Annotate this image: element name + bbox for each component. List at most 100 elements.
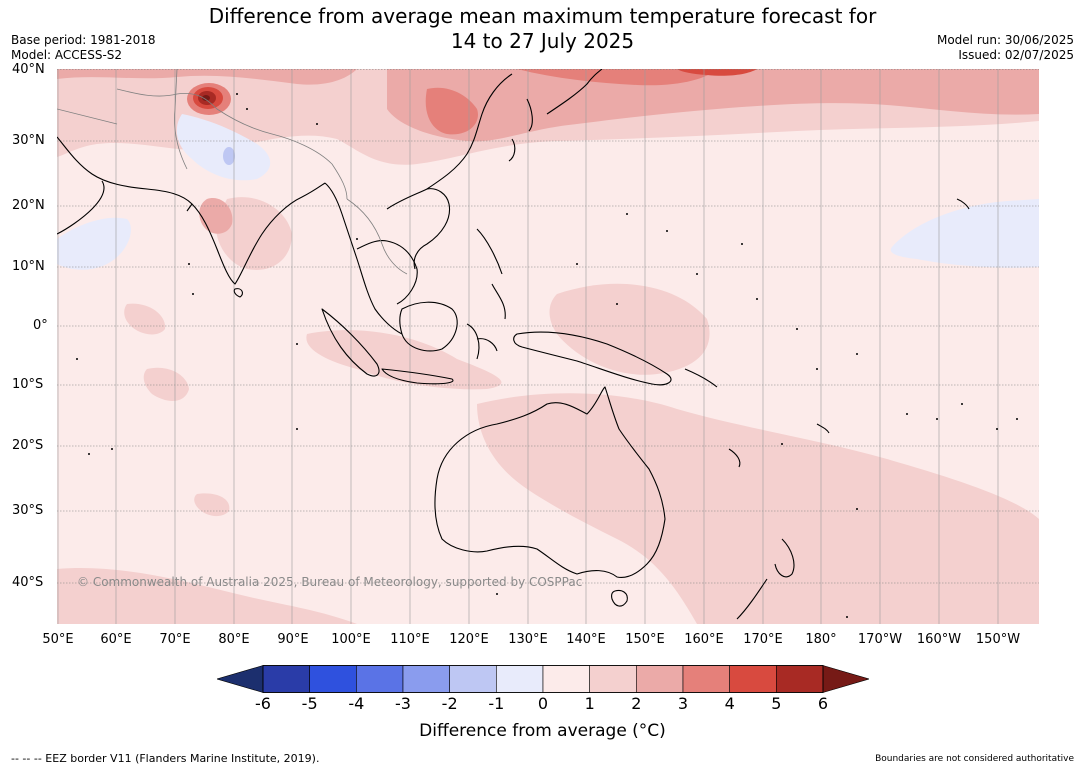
coast-australia <box>434 386 666 578</box>
coast-myanmar-malaysia <box>324 182 403 335</box>
colorbar-tick-label: -6 <box>255 694 271 713</box>
lat-label-40s: 40°S <box>12 575 44 590</box>
lon-label-150w: 150°W <box>975 632 1021 647</box>
border-iran <box>57 108 118 125</box>
anomaly-north-3-4 <box>517 69 717 86</box>
colorbar-cell <box>776 665 824 693</box>
colorbar-tick-label: -2 <box>441 694 458 713</box>
coast-new-zealand <box>736 538 795 620</box>
copyright-notice: © Commonwealth of Australia 2025, Bureau… <box>77 575 583 589</box>
colorbar-cell <box>262 665 310 693</box>
meta-right: Model run: 30/06/2025 Issued: 02/07/2025 <box>937 33 1074 63</box>
coast-borneo <box>399 301 458 352</box>
lon-label-170w: 170°W <box>857 632 903 647</box>
colorbar-tick-label: 2 <box>631 694 642 713</box>
anomaly-indonesia-1-2 <box>306 330 502 390</box>
lat-label-10n: 10°N <box>12 259 45 274</box>
anomaly-cool-pacific <box>890 199 1039 268</box>
base-period: Base period: 1981-2018 <box>11 33 156 47</box>
colorbar-cell <box>682 665 730 693</box>
model-run: Model run: 30/06/2025 <box>936 33 1074 47</box>
coast-taiwan <box>508 138 516 162</box>
title-line-2: 14 to 27 July 2025 <box>450 29 635 53</box>
anomaly-australia-1-2 <box>477 393 1039 624</box>
coast-sri-lanka <box>233 288 244 298</box>
lon-label-110e: 110°E <box>390 632 430 647</box>
colorbar-cell <box>542 665 590 693</box>
coast-thailand <box>356 240 418 305</box>
anomaly-north-4-5 <box>677 69 757 76</box>
colorbar-cell <box>449 665 497 693</box>
coast-new-guinea <box>513 331 672 386</box>
lon-label-160e: 160°E <box>684 632 724 647</box>
hotspot-core <box>202 95 210 101</box>
map-title: Difference from average mean maximum tem… <box>0 4 1085 54</box>
lon-label-120e: 120°E <box>449 632 489 647</box>
coastlines <box>57 69 970 620</box>
colorbar-tick-label: -3 <box>395 694 411 713</box>
colorbar-extend-low <box>217 665 264 693</box>
lon-label-90e: 90°E <box>277 632 309 647</box>
coast-china <box>426 73 513 190</box>
coast-japan <box>546 69 603 115</box>
anomaly-png-1-2 <box>549 283 710 375</box>
coast-fiji <box>816 423 830 434</box>
lon-gridlines <box>57 69 999 624</box>
lon-label-150e: 150°E <box>625 632 665 647</box>
colorbar-outline <box>262 665 824 693</box>
anomaly-southwest-band <box>57 568 357 624</box>
colorbar-label: Difference from average (°C) <box>419 721 666 741</box>
boundaries-note: Boundaries are not considered authoritat… <box>875 754 1074 764</box>
lat-label-30s: 30°S <box>12 503 44 518</box>
colorbar-tick-label: 6 <box>817 694 829 713</box>
colorbar-tick-label: 0 <box>537 694 549 713</box>
anomaly-cool-core <box>223 147 235 165</box>
map-canvas <box>57 69 1039 624</box>
anomaly-cool-india <box>176 114 271 181</box>
lat-label-0: 0° <box>33 318 48 333</box>
coast-sulawesi <box>466 323 498 360</box>
anomaly-cool-arabian <box>57 217 131 270</box>
border-himalaya <box>116 88 348 200</box>
colorbar-tick-label: 4 <box>724 694 735 713</box>
colorbar-cell <box>496 665 544 693</box>
colorbar-tick-label: -5 <box>301 694 318 713</box>
coast-sumatra <box>321 308 380 377</box>
anomaly-nw-pacific <box>930 74 1039 113</box>
coast-new-caledonia <box>728 448 741 468</box>
lon-label-160w: 160°W <box>916 632 962 647</box>
colorbar-tick-label: -4 <box>348 694 365 713</box>
meta-left: Base period: 1981-2018 Model: ACCESS-S2 <box>11 33 156 63</box>
border-myanmar-thailand <box>346 198 408 275</box>
colorbar-cells <box>217 665 869 693</box>
lon-label-140e: 140°E <box>566 632 606 647</box>
anomaly-northwest-2-3 <box>57 69 357 85</box>
coast-philippines <box>476 228 506 320</box>
coast-tasmania <box>611 589 628 607</box>
border-pakistan-india <box>174 69 188 170</box>
colorbar-cell <box>636 665 684 693</box>
colorbar <box>217 665 869 693</box>
anomaly-indian-ocean-patch-2 <box>124 303 166 335</box>
lon-label-130e: 130°E <box>508 632 548 647</box>
colorbar-cell <box>589 665 637 693</box>
colorbar-tick-label: 5 <box>771 694 782 713</box>
anomaly-south-indian-patch <box>194 493 230 517</box>
coast-arabia <box>57 180 105 235</box>
coast-java <box>381 368 454 385</box>
coast-hawaii <box>956 198 970 210</box>
colorbar-cell <box>356 665 404 693</box>
anomaly-north-2-3 <box>387 69 1039 142</box>
lat-label-30n: 30°N <box>12 133 45 148</box>
country-borders <box>57 69 408 275</box>
anomaly-indian-ocean-patch <box>143 367 189 401</box>
lon-label-50e: 50°E <box>42 632 74 647</box>
coast-india <box>191 182 326 285</box>
lon-label-60e: 60°E <box>100 632 132 647</box>
lat-label-20n: 20°N <box>12 198 45 213</box>
lon-label-100e: 100°E <box>331 632 371 647</box>
coast-solomons <box>684 368 718 388</box>
coast-vietnam <box>386 188 451 270</box>
small-islands <box>76 93 1018 618</box>
lon-label-170e: 170°E <box>743 632 783 647</box>
